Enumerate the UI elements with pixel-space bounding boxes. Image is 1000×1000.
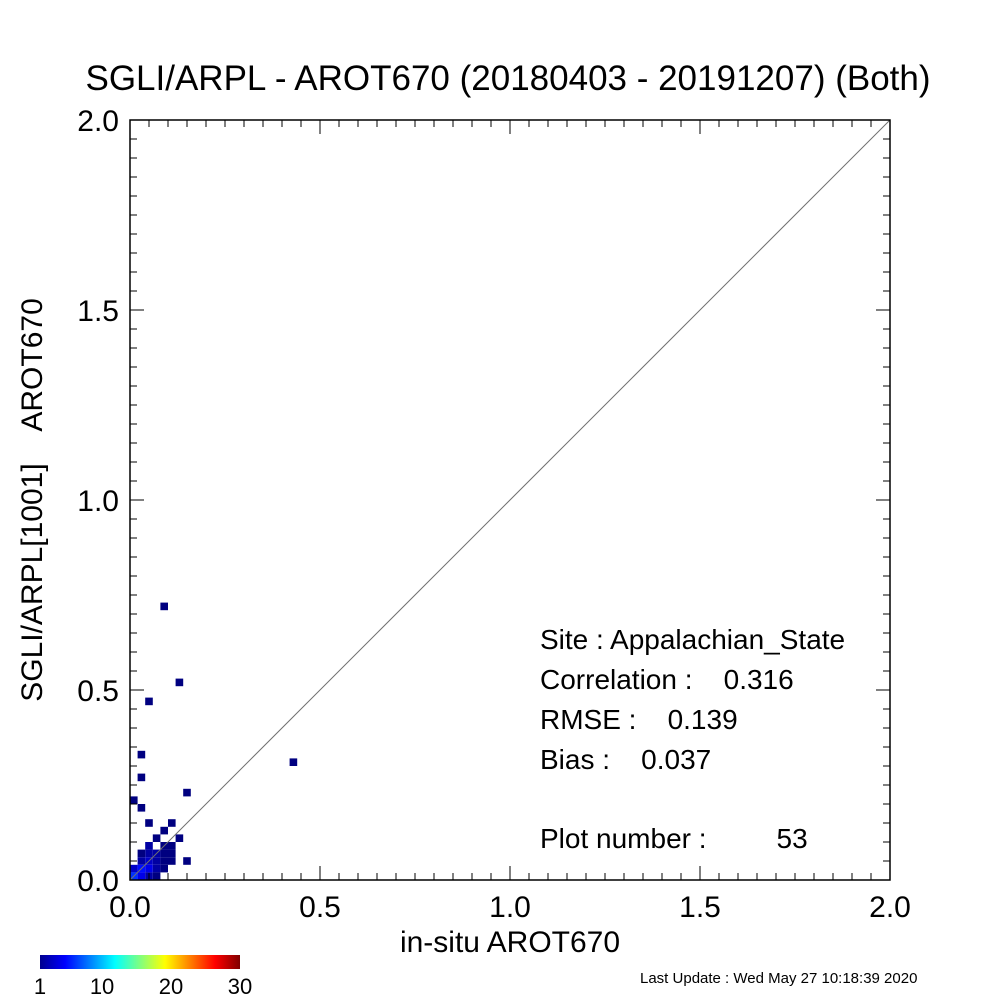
x-tick-label: 2.0 — [869, 891, 911, 924]
stat-rmse: RMSE : 0.139 — [540, 704, 738, 735]
x-axis-label: in-situ AROT670 — [400, 926, 620, 959]
heatmap-cell — [145, 842, 153, 850]
heatmap-cell — [183, 857, 191, 865]
heatmap-cell — [145, 864, 153, 873]
heatmap-cell — [152, 857, 161, 865]
heatmap-cell — [137, 773, 146, 782]
heatmap-cell — [145, 819, 153, 827]
colorbar: 1 10 20 30 — [34, 955, 252, 999]
colorbar-gradient — [40, 955, 240, 969]
stat-bias: Bias : 0.037 — [540, 744, 711, 775]
colorbar-tick-label: 10 — [90, 974, 114, 999]
stat-site: Site : Appalachian_State — [540, 624, 845, 655]
chart-title: SGLI/ARPL - AROT670 (20180403 - 20191207… — [85, 59, 930, 98]
y-tick-label: 0.5 — [77, 675, 119, 708]
heatmap-cell — [152, 834, 161, 842]
heatmap-cell — [152, 864, 161, 873]
heatmap-cell — [168, 849, 176, 858]
heatmap-cell — [130, 796, 138, 804]
heatmap-cell — [137, 857, 146, 865]
heatmap-cell — [160, 826, 168, 835]
colorbar-tick-label: 30 — [228, 974, 252, 999]
y-axis-label: SGLI/ARPL[1001] AROT670 — [16, 298, 49, 702]
heatmap-cell — [168, 819, 176, 827]
colorbar-tick-label: 20 — [159, 974, 183, 999]
y-tick-label: 1.0 — [77, 485, 119, 518]
y-tick-label: 2.0 — [77, 105, 119, 138]
heatmap-cell — [160, 849, 168, 858]
heatmap-cell — [160, 857, 168, 865]
heatmap-cell — [130, 864, 138, 873]
colorbar-labels: 1 10 20 30 — [34, 974, 252, 999]
colorbar-tick-label: 1 — [34, 974, 46, 999]
one-to-one-line — [129, 119, 891, 881]
heatmap-cell — [145, 697, 153, 706]
heatmap-cell — [137, 804, 146, 812]
heatmap-cell — [137, 849, 146, 858]
y-tick-label: 0.0 — [77, 865, 119, 898]
heatmap-cell — [137, 872, 146, 880]
heatmap-cells — [130, 602, 298, 880]
last-update: Last Update : Wed May 27 10:18:39 2020 — [640, 970, 917, 987]
heatmap-cell — [160, 864, 168, 873]
x-tick-label: 0.5 — [299, 891, 341, 924]
stat-plot-number: Plot number : 53 — [540, 823, 808, 854]
stat-correlation: Correlation : 0.316 — [540, 664, 794, 695]
heatmap-cell — [152, 872, 161, 880]
stats-box: Site : Appalachian_State Correlation : 0… — [540, 624, 845, 854]
x-tick-label: 1.0 — [489, 891, 531, 924]
heatmap-cell — [160, 602, 168, 611]
y-tick-label: 1.5 — [77, 295, 119, 328]
heatmap-cell — [137, 750, 146, 759]
heatmap-cell — [289, 758, 298, 766]
heatmap-cell — [183, 788, 191, 797]
x-tick-label: 0.0 — [109, 891, 151, 924]
heatmap-cell — [168, 857, 176, 865]
x-tick-label: 1.5 — [679, 891, 721, 924]
heatmap-cell — [175, 678, 184, 687]
heatmap-cell — [168, 842, 176, 850]
heatmap-cell — [175, 834, 184, 842]
axis-ticks — [129, 119, 891, 881]
axis-tick-labels: 0.0 0.5 1.0 1.5 2.0 0.0 0.5 1.0 1.5 2.0 — [77, 105, 911, 924]
heatmap-cell — [145, 849, 153, 858]
